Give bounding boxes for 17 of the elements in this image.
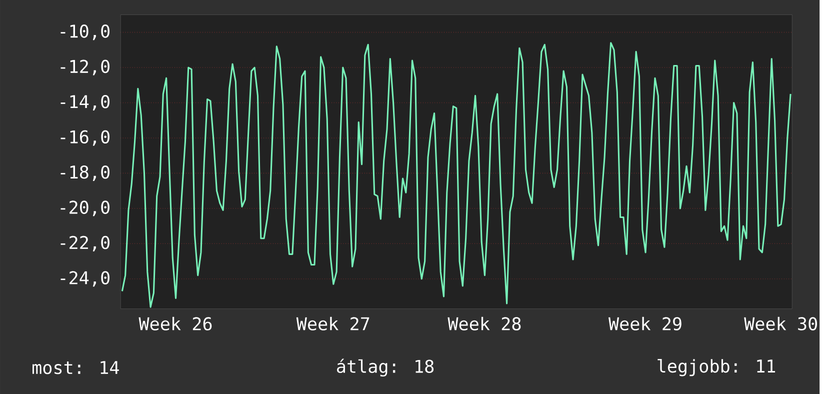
y-tick-label: -18,0 — [60, 165, 110, 181]
y-tick-label: -22,0 — [60, 236, 110, 252]
y-tick-label: -10,0 — [60, 24, 110, 40]
line-series — [121, 42, 792, 308]
text: átlag: 18 — [337, 358, 434, 377]
x-tick-label: Week 30 — [744, 316, 817, 330]
y-tick-label: -12,0 — [60, 60, 110, 76]
y-tick-label: -14,0 — [60, 94, 110, 110]
x-tick-label: Week 29 — [608, 316, 682, 330]
text: legjobb: 11 — [658, 358, 776, 376]
x-tick-label: Week 26 — [138, 316, 212, 330]
x-tick-label: Week 27 — [296, 316, 370, 330]
text: most: 14 — [32, 361, 119, 374]
y-tick-label: -20,0 — [60, 200, 110, 216]
x-tick-label: Week 28 — [448, 316, 521, 330]
y-tick-label: -16,0 — [60, 130, 110, 146]
y-tick-label: -24,0 — [60, 271, 110, 287]
